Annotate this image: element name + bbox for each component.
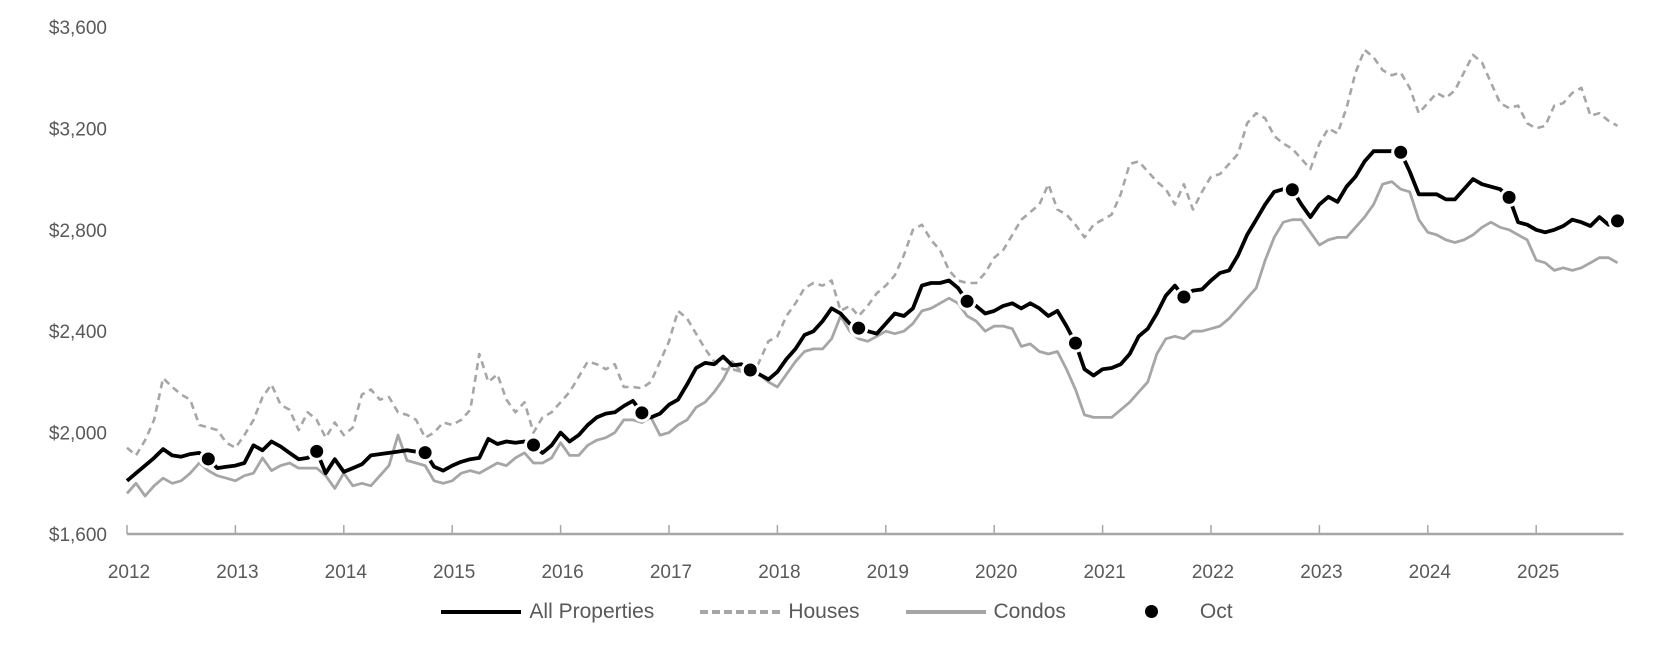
x-tick-label: 2023	[1300, 562, 1342, 583]
legend-item-oct: Oct	[1112, 600, 1233, 624]
y-tick-label: $3,600	[49, 18, 107, 39]
legend-swatch-houses	[700, 610, 781, 614]
legend-swatch-all	[441, 610, 522, 614]
oct-marker	[198, 449, 218, 469]
x-tick-label: 2013	[216, 562, 258, 583]
oct-marker	[1391, 142, 1411, 162]
x-tick-label: 2019	[867, 562, 909, 583]
oct-marker	[307, 441, 327, 461]
oct-markers	[198, 142, 1627, 469]
x-tick-label: 2015	[433, 562, 475, 583]
x-tick-label: 2020	[975, 562, 1017, 583]
x-tick-label: 2014	[325, 562, 368, 583]
x-axis: 2012 2013 2014 2015 2016 2017 2018 2019 2020 2021…	[108, 525, 1624, 583]
legend-item-all-properties: All Properties	[441, 600, 654, 624]
series-lines	[125, 48, 1619, 498]
oct-marker	[849, 318, 869, 338]
legend-item-houses: Houses	[700, 600, 860, 624]
series-line-all-properties	[125, 149, 1619, 483]
oct-marker	[1282, 180, 1302, 200]
oct-marker	[415, 443, 435, 463]
oct-marker	[632, 403, 652, 423]
oct-marker	[1608, 211, 1627, 231]
oct-marker	[1174, 287, 1194, 307]
x-tick-label: 2025	[1517, 562, 1559, 583]
x-tick-label: 2017	[650, 562, 692, 583]
y-tick-label: $2,400	[49, 322, 107, 343]
oct-marker	[1499, 187, 1519, 207]
oct-marker	[1066, 333, 1085, 353]
x-tick-label: 2012	[108, 562, 150, 583]
legend-label-condos: Condos	[993, 600, 1066, 623]
legend-label-oct: Oct	[1199, 600, 1233, 623]
legend-swatch-condos	[905, 610, 986, 614]
x-tick-label: 2016	[541, 562, 583, 583]
legend: All Properties Houses Condos Oct	[0, 600, 1674, 624]
y-tick-label: $1,600	[49, 525, 107, 546]
oct-marker	[957, 291, 977, 311]
x-tick-label: 2018	[758, 562, 800, 583]
y-tick-label: $2,000	[49, 424, 107, 445]
legend-item-condos: Condos	[905, 600, 1066, 624]
y-tick-label: $3,200	[49, 119, 107, 140]
series-line-houses	[126, 48, 1619, 457]
oct-marker	[740, 360, 760, 380]
oct-marker	[524, 435, 543, 455]
y-tick-label: $2,800	[49, 221, 107, 242]
x-tick-label: 2022	[1192, 562, 1234, 583]
series-line-condos	[125, 180, 1619, 498]
legend-label-houses: Houses	[788, 600, 860, 623]
y-axis-ticks: $1,600 $2,000 $2,400 $2,800 $3,200 $3,600	[49, 18, 107, 546]
legend-swatch-oct	[1112, 600, 1192, 624]
legend-label-all: All Properties	[529, 600, 655, 623]
x-tick-label: 2024	[1409, 562, 1452, 583]
x-tick-label: 2021	[1083, 562, 1125, 583]
